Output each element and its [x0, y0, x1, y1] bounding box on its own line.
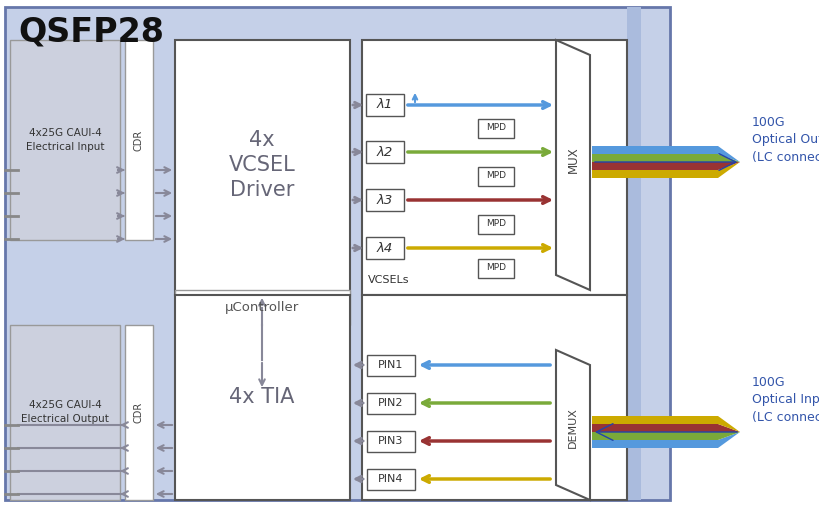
- Bar: [477, 215, 514, 234]
- Text: PIN1: PIN1: [378, 360, 403, 370]
- Polygon shape: [717, 162, 739, 178]
- Polygon shape: [717, 424, 739, 432]
- Text: VCSELs: VCSELs: [368, 275, 409, 285]
- Bar: [367, 431, 414, 452]
- Polygon shape: [717, 154, 739, 162]
- Text: μController: μController: [224, 301, 299, 313]
- Bar: [367, 393, 414, 414]
- Text: MUX: MUX: [566, 147, 579, 173]
- Bar: [477, 259, 514, 278]
- Text: PIN2: PIN2: [378, 398, 403, 408]
- Bar: [591, 424, 717, 432]
- Bar: [591, 146, 717, 154]
- Bar: [124, 325, 153, 500]
- Bar: [367, 469, 414, 490]
- Bar: [591, 154, 717, 162]
- Bar: [365, 141, 404, 163]
- Text: 4x25G CAUI-4
Electrical Output: 4x25G CAUI-4 Electrical Output: [21, 400, 109, 424]
- Bar: [365, 237, 404, 259]
- Bar: [124, 40, 153, 240]
- Bar: [477, 167, 514, 186]
- Bar: [10, 325, 120, 500]
- Bar: [174, 290, 350, 325]
- Polygon shape: [717, 146, 739, 162]
- Text: QSFP28: QSFP28: [18, 15, 164, 48]
- Text: λ3: λ3: [377, 194, 392, 206]
- Text: DEMUX: DEMUX: [568, 407, 577, 449]
- Text: PIN4: PIN4: [378, 474, 403, 484]
- Text: CDR: CDR: [133, 130, 144, 151]
- Text: MPD: MPD: [486, 172, 505, 180]
- Text: 4x TIA: 4x TIA: [229, 387, 294, 407]
- Bar: [10, 40, 120, 240]
- Bar: [365, 189, 404, 211]
- Polygon shape: [555, 350, 590, 500]
- Bar: [477, 119, 514, 138]
- Text: 100G
Optical Output
(LC connector): 100G Optical Output (LC connector): [751, 115, 819, 165]
- Text: 4x25G CAUI-4
Electrical Input: 4x25G CAUI-4 Electrical Input: [25, 128, 104, 152]
- Polygon shape: [717, 162, 739, 170]
- Text: MPD: MPD: [486, 219, 505, 229]
- Bar: [361, 295, 627, 500]
- Bar: [174, 40, 350, 295]
- Bar: [367, 355, 414, 376]
- Bar: [591, 162, 717, 170]
- Text: λ4: λ4: [377, 241, 392, 255]
- Polygon shape: [717, 432, 739, 440]
- Bar: [365, 94, 404, 116]
- Text: 4x
VCSEL
Driver: 4x VCSEL Driver: [229, 130, 295, 200]
- Text: MPD: MPD: [486, 123, 505, 133]
- Polygon shape: [717, 432, 739, 448]
- Bar: [361, 40, 627, 295]
- Text: PIN3: PIN3: [378, 436, 403, 446]
- Bar: [174, 295, 350, 500]
- Polygon shape: [555, 40, 590, 290]
- Text: 100G
Optical Input
(LC connector): 100G Optical Input (LC connector): [751, 375, 819, 425]
- Bar: [627, 7, 640, 500]
- Text: λ2: λ2: [377, 145, 392, 158]
- Bar: [5, 7, 669, 500]
- Bar: [591, 416, 717, 424]
- Text: MPD: MPD: [486, 264, 505, 272]
- Text: λ1: λ1: [377, 99, 392, 111]
- Text: CDR: CDR: [133, 401, 144, 423]
- Bar: [591, 432, 717, 440]
- Bar: [591, 440, 717, 448]
- Bar: [591, 170, 717, 178]
- Polygon shape: [717, 416, 739, 432]
